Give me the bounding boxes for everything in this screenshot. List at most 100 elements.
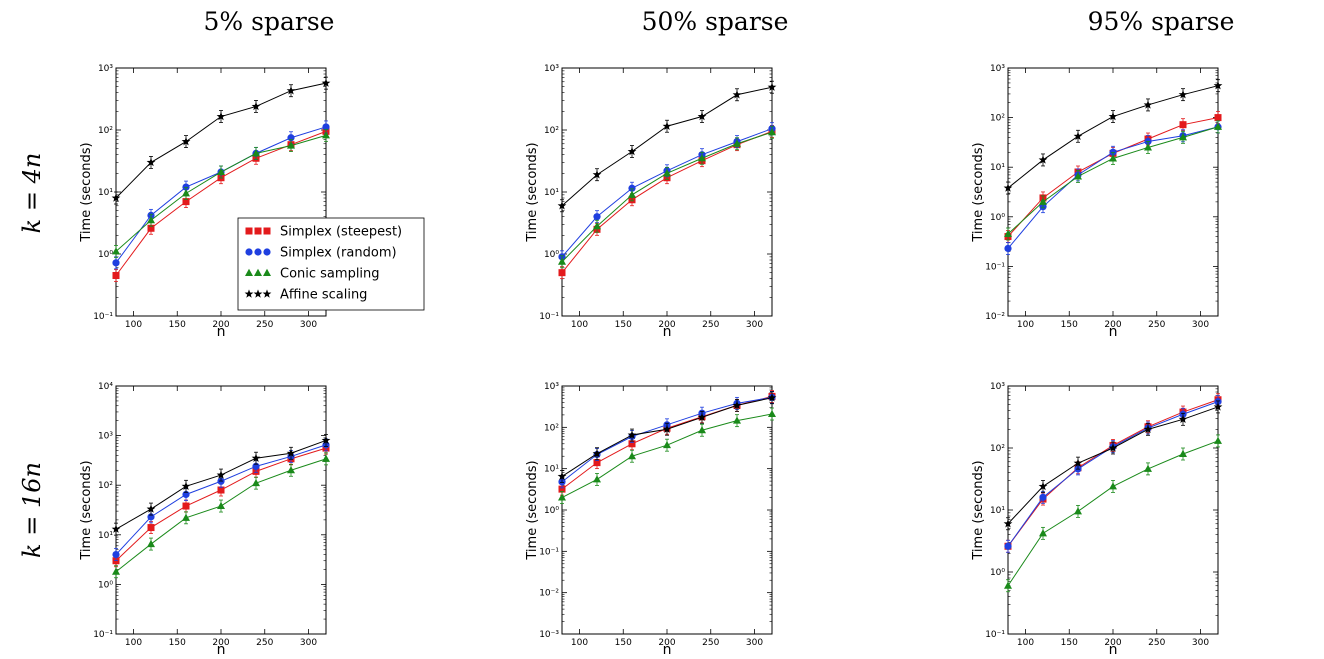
- data-point-conic: [558, 257, 566, 265]
- x-tick-label: 250: [702, 638, 719, 648]
- y-axis-label: Time (seconds): [525, 142, 540, 242]
- y-tick-label: 10¹: [98, 188, 113, 198]
- legend-marker-random: [263, 248, 271, 256]
- x-tick-label: 100: [1017, 638, 1034, 648]
- data-point-affine: [181, 481, 191, 491]
- legend-label-affine: Affine scaling: [280, 288, 367, 303]
- y-axis-label: Time (seconds): [971, 142, 986, 242]
- x-tick-label: 150: [615, 320, 632, 330]
- data-point-conic: [1004, 229, 1012, 238]
- x-tick-label: 100: [125, 638, 142, 648]
- y-tick-label: 10⁰: [544, 506, 559, 516]
- x-tick-label: 250: [702, 320, 719, 330]
- y-tick-label: 10²: [544, 126, 559, 136]
- data-point-conic: [1039, 529, 1047, 537]
- data-point-conic: [698, 426, 706, 434]
- y-tick-label: 10²: [990, 444, 1005, 454]
- series-conic: [558, 407, 776, 504]
- y-axis-label: Time (seconds): [971, 460, 986, 560]
- data-point-conic: [287, 466, 295, 474]
- data-point-affine: [627, 430, 637, 439]
- data-point-conic: [593, 475, 601, 483]
- data-point-affine: [1038, 481, 1048, 491]
- data-point-steepest: [1214, 114, 1222, 122]
- data-point-conic: [698, 154, 706, 162]
- legend: Simplex (steepest) Simplex (random) Conic …: [237, 217, 425, 311]
- legend-marker-steepest: [254, 227, 262, 235]
- data-point-steepest: [147, 524, 155, 532]
- y-tick-label: 10⁰: [990, 213, 1005, 223]
- y-tick-label: 10⁰: [544, 250, 559, 260]
- data-point-affine: [321, 78, 331, 87]
- data-point-affine: [1213, 402, 1223, 411]
- data-point-affine: [557, 471, 567, 481]
- plot-frame: [1007, 385, 1219, 635]
- series-conic: [1004, 120, 1222, 241]
- data-point-affine: [216, 470, 226, 479]
- y-tick-label: 10⁻²: [985, 312, 1005, 322]
- data-point-affine: [592, 170, 602, 179]
- data-point-conic: [182, 189, 190, 197]
- data-point-conic: [1109, 482, 1117, 490]
- data-point-conic: [768, 128, 776, 136]
- legend-label-conic: Conic sampling: [280, 267, 380, 282]
- plot-frame: [561, 67, 773, 317]
- y-tick-label: 10⁻¹: [985, 630, 1005, 640]
- data-point-conic: [1074, 172, 1082, 180]
- data-point-affine: [146, 157, 156, 167]
- data-point-affine: [251, 453, 261, 462]
- data-point-random: [1004, 244, 1012, 253]
- data-point-conic: [1214, 122, 1222, 130]
- chart-panel-6: 10⁻¹ 10⁰ 10¹ 10² 10³ 100 150 200 250 300 n Time (se…: [971, 382, 1223, 658]
- data-point-conic: [733, 139, 741, 147]
- x-tick-label: 250: [256, 638, 273, 648]
- data-point-conic: [663, 169, 671, 177]
- y-tick-label: 10⁻¹: [539, 312, 559, 322]
- data-point-conic: [147, 539, 155, 548]
- data-point-conic: [252, 149, 260, 157]
- data-point-steepest: [628, 440, 636, 448]
- y-tick-label: 10¹: [544, 465, 559, 475]
- data-point-affine: [697, 412, 707, 422]
- data-point-conic: [1179, 449, 1187, 458]
- x-axis-label: n: [217, 642, 226, 658]
- y-tick-label: 10²: [990, 114, 1005, 124]
- data-point-conic: [628, 452, 636, 460]
- plot-frame: [1007, 67, 1219, 317]
- x-tick-label: 300: [1192, 320, 1209, 330]
- legend-marker-conic: [245, 268, 253, 276]
- data-point-conic: [593, 222, 601, 230]
- data-point-affine: [286, 448, 296, 458]
- y-tick-label: 10³: [98, 64, 113, 74]
- y-tick-label: 10¹: [990, 506, 1005, 516]
- data-point-conic: [1144, 143, 1152, 151]
- legend-marker-affine: [253, 289, 263, 298]
- x-tick-label: 150: [169, 320, 186, 330]
- y-tick-label: 10⁻¹: [93, 630, 113, 640]
- chart-panel-2: 10⁻¹ 10⁰ 10¹ 10² 10³ 100 150 200 250 300 n Time (se…: [525, 64, 777, 340]
- x-tick-label: 200: [212, 320, 229, 330]
- y-tick-label: 10²: [544, 423, 559, 433]
- data-point-conic: [1214, 436, 1222, 444]
- y-tick-label: 10²: [98, 126, 113, 136]
- data-point-conic: [1144, 464, 1152, 472]
- y-tick-label: 10⁴: [98, 382, 113, 392]
- data-point-conic: [733, 416, 741, 424]
- series-conic: [112, 452, 330, 579]
- chart-panel-5: 10⁻³ 10⁻² 10⁻¹ 10⁰ 10¹ 10² 10³ 100 150 200 250 300 n…: [525, 382, 777, 658]
- y-tick-label: 10⁰: [98, 250, 113, 260]
- data-point-affine: [732, 400, 742, 410]
- legend-marker-random: [245, 248, 253, 256]
- data-point-conic: [558, 493, 566, 501]
- data-point-affine: [1073, 458, 1083, 467]
- data-point-steepest: [112, 272, 120, 280]
- data-point-conic: [287, 141, 295, 149]
- data-point-affine: [767, 82, 777, 91]
- y-axis-label: Time (seconds): [525, 460, 540, 560]
- data-point-conic: [1109, 154, 1117, 162]
- series-affine: [1003, 79, 1223, 195]
- data-point-conic: [322, 454, 330, 462]
- legend-label-random: Simplex (random): [280, 246, 397, 261]
- data-point-random: [593, 213, 601, 221]
